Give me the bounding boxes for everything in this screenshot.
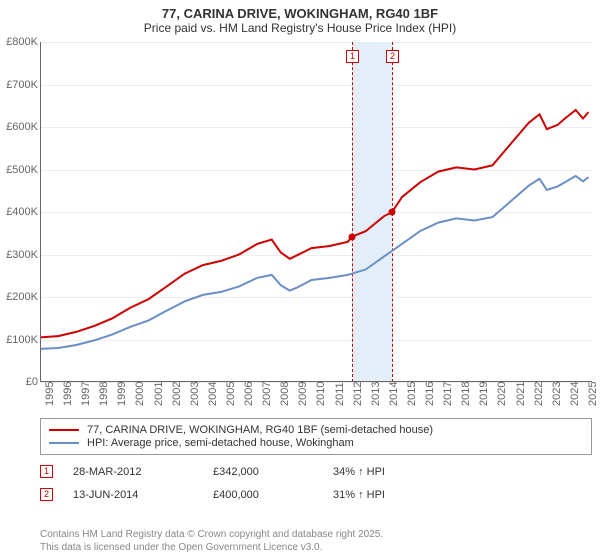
x-tick-label: 2015: [406, 382, 418, 406]
chart-container: 77, CARINA DRIVE, WOKINGHAM, RG40 1BF Pr…: [0, 0, 600, 560]
sale-row: 2 13-JUN-2014 £400,000 31% ↑ HPI: [40, 488, 592, 501]
x-tick-label: 2006: [243, 382, 255, 406]
x-tick-label: 2009: [297, 382, 309, 406]
sale-marker-icon: 1: [40, 465, 53, 478]
x-tick-label: 2008: [279, 382, 291, 406]
y-tick-label: £600K: [0, 121, 38, 133]
footer-attribution: Contains HM Land Registry data © Crown c…: [40, 529, 383, 554]
series-price_paid: [40, 110, 588, 337]
x-tick-label: 2010: [315, 382, 327, 406]
x-tick-label: 2020: [496, 382, 508, 406]
footer-line: Contains HM Land Registry data © Crown c…: [40, 529, 383, 542]
line-chart-svg: [40, 42, 592, 382]
legend-and-sales: 77, CARINA DRIVE, WOKINGHAM, RG40 1BF (s…: [40, 418, 592, 501]
sale-date: 13-JUN-2014: [73, 489, 213, 501]
legend-box: 77, CARINA DRIVE, WOKINGHAM, RG40 1BF (s…: [40, 418, 592, 455]
sale-date: 28-MAR-2012: [73, 466, 213, 478]
x-tick-label: 2003: [189, 382, 201, 406]
y-tick-label: £300K: [0, 249, 38, 261]
x-tick-label: 2001: [153, 382, 165, 406]
x-tick-label: 2023: [551, 382, 563, 406]
x-tick-label: 2000: [134, 382, 146, 406]
x-tick-label: 2014: [388, 382, 400, 406]
legend-row: 77, CARINA DRIVE, WOKINGHAM, RG40 1BF (s…: [49, 424, 583, 436]
x-tick-label: 2005: [225, 382, 237, 406]
y-tick-label: £200K: [0, 291, 38, 303]
legend-swatch: [49, 429, 79, 431]
y-tick-label: £500K: [0, 164, 38, 176]
title-block: 77, CARINA DRIVE, WOKINGHAM, RG40 1BF Pr…: [0, 0, 600, 37]
y-tick-label: £400K: [0, 206, 38, 218]
x-tick-label: 1998: [98, 382, 110, 406]
y-axis: [40, 42, 41, 382]
x-tick-label: 2013: [370, 382, 382, 406]
y-tick-label: £800K: [0, 36, 38, 48]
x-tick-label: 2018: [460, 382, 472, 406]
legend-row: HPI: Average price, semi-detached house,…: [49, 437, 583, 449]
x-tick-label: 2004: [207, 382, 219, 406]
x-tick-label: 2011: [334, 382, 346, 406]
x-tick-label: 2025: [587, 382, 599, 406]
sale-marker-icon: 2: [40, 488, 53, 501]
x-tick-label: 2024: [569, 382, 581, 406]
x-tick-label: 2021: [515, 382, 527, 406]
sale-hpi-delta: 34% ↑ HPI: [333, 466, 453, 478]
sale-point-icon: [349, 233, 356, 240]
x-tick-label: 2012: [352, 382, 364, 406]
x-tick-label: 2017: [442, 382, 454, 406]
x-tick-label: 2019: [478, 382, 490, 406]
x-tick-label: 2022: [533, 382, 545, 406]
x-tick-label: 1999: [116, 382, 128, 406]
sale-marker-box: 2: [386, 50, 399, 63]
x-tick-label: 2016: [424, 382, 436, 406]
x-axis: [40, 381, 592, 382]
title-subtitle: Price paid vs. HM Land Registry's House …: [0, 21, 600, 35]
x-tick-label: 2002: [171, 382, 183, 406]
y-tick-label: £700K: [0, 79, 38, 91]
sale-point-icon: [389, 209, 396, 216]
sale-price: £342,000: [213, 466, 333, 478]
x-tick-label: 1997: [80, 382, 92, 406]
legend-swatch: [49, 442, 79, 444]
sale-marker-box: 1: [346, 50, 359, 63]
x-tick-label: 1996: [62, 382, 74, 406]
sale-price: £400,000: [213, 489, 333, 501]
plot-area: 12 £0£100K£200K£300K£400K£500K£600K£700K…: [40, 42, 592, 382]
title-address: 77, CARINA DRIVE, WOKINGHAM, RG40 1BF: [0, 6, 600, 21]
x-tick-label: 1995: [44, 382, 56, 406]
sale-row: 1 28-MAR-2012 £342,000 34% ↑ HPI: [40, 465, 592, 478]
series-hpi: [40, 176, 588, 349]
x-tick-label: 2007: [261, 382, 273, 406]
legend-label: HPI: Average price, semi-detached house,…: [87, 437, 354, 449]
footer-line: This data is licensed under the Open Gov…: [40, 542, 383, 555]
legend-label: 77, CARINA DRIVE, WOKINGHAM, RG40 1BF (s…: [87, 424, 433, 436]
y-tick-label: £0: [0, 376, 38, 388]
y-tick-label: £100K: [0, 334, 38, 346]
sale-hpi-delta: 31% ↑ HPI: [333, 489, 453, 501]
